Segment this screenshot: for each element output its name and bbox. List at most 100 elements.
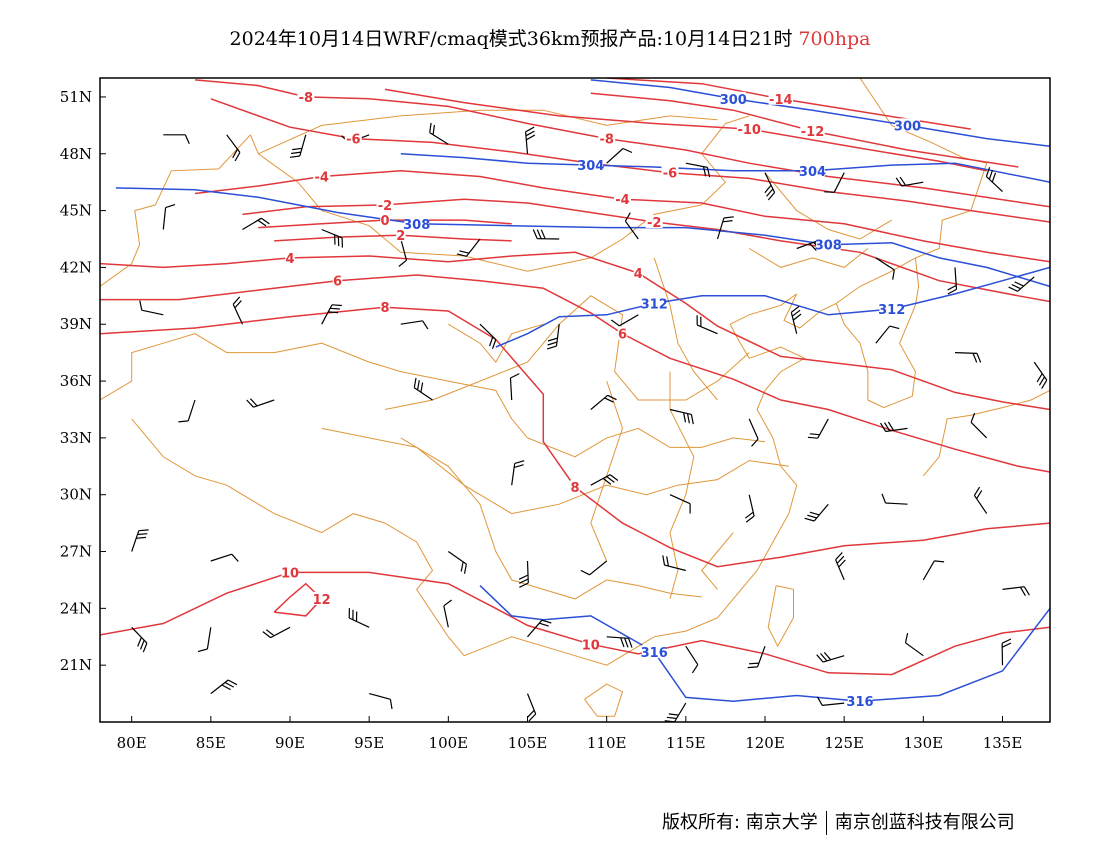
isotherm-label: 4: [634, 267, 643, 282]
isotherm-label-bg: [570, 480, 580, 494]
wind-barb: [527, 619, 552, 638]
wind-barb: [606, 636, 633, 648]
wind-barb: [973, 486, 988, 514]
isotherm-label-bg: [800, 124, 825, 137]
isotherm-label-bg: [332, 273, 343, 287]
isotherm-label: -14: [769, 93, 793, 108]
lat-tick-label: 45N: [60, 202, 92, 220]
height-label-bg: [578, 158, 604, 172]
isotherm--2: [242, 198, 1050, 303]
isotherm-8: [100, 306, 1050, 568]
isotherm-label: -8: [599, 133, 613, 148]
height-label-bg: [800, 163, 825, 177]
lon-tick-label: 120E: [745, 734, 785, 752]
isotherm--12: [590, 92, 1019, 168]
border-south-border: [131, 418, 576, 657]
isotherm-label-bg: [376, 197, 394, 211]
wind-barb: [443, 599, 453, 628]
height-contour-312: [495, 266, 1050, 348]
border-taiwan: [767, 585, 794, 648]
longitude-axis: 80E 85E 90E 95E 100E 105E 110E 115E 120E 125E 130E…: [117, 716, 1023, 752]
isotherm-label: 8: [380, 301, 389, 316]
isotherm-label-bg: [614, 192, 631, 206]
wind-barb: [922, 560, 945, 581]
isotherm-label: -6: [663, 167, 677, 182]
wind-barb: [525, 126, 536, 154]
border-japan: [922, 390, 1050, 477]
isotherm-label: -4: [314, 171, 328, 186]
border-province-8: [448, 323, 544, 363]
lon-tick-label: 90E: [275, 734, 305, 752]
isotherm-label-bg: [281, 565, 299, 579]
wind-barb: [669, 494, 691, 514]
wind-barb: [1033, 361, 1048, 389]
chart-title: 2024年10月14日WRF/cmaq模式36km预报产品:10月14日21时 7…: [0, 24, 1100, 51]
height-contour-316: [479, 585, 1050, 702]
lon-tick-label: 80E: [117, 734, 147, 752]
wind-barb: [747, 645, 766, 669]
lat-tick-label: 24N: [60, 599, 92, 617]
wind-barb: [904, 632, 924, 657]
wind-barb: [835, 552, 846, 581]
border-province-4: [669, 371, 695, 600]
border-yangtze: [321, 427, 789, 515]
footer-divider: [825, 811, 827, 835]
wind-barb: [881, 493, 908, 505]
wind-barb: [1008, 276, 1035, 292]
isotherm--10: [384, 88, 987, 172]
border-province-2: [527, 427, 766, 458]
lat-tick-label: 21N: [60, 656, 92, 674]
border-province-9: [748, 248, 869, 268]
wind-barb: [131, 529, 149, 552]
isotherm-label: -4: [615, 193, 629, 208]
wind-barb: [226, 134, 241, 162]
wind-barb: [232, 296, 244, 325]
isotherm-label: 2: [396, 229, 405, 244]
wind-barb: [804, 503, 829, 522]
isotherm-label-bg: [598, 131, 616, 145]
wind-barb: [163, 134, 190, 145]
height-label: 304: [799, 165, 826, 180]
lat-tick-label: 48N: [60, 145, 92, 163]
wind-barb: [970, 412, 988, 439]
wind-barb: [875, 325, 900, 344]
wind-barb: [532, 229, 560, 240]
wind-barb: [744, 494, 755, 523]
lon-tick-label: 135E: [983, 734, 1023, 752]
lon-tick-label: 110E: [587, 734, 627, 752]
copyright-owner: 版权所有: 南京大学: [662, 812, 818, 833]
wind-barb: [518, 560, 529, 588]
isotherm-label-bg: [645, 215, 663, 228]
wind-barb: [246, 398, 275, 408]
wind-barb: [1002, 586, 1030, 597]
wind-barb: [624, 212, 639, 240]
wind-barb: [242, 217, 270, 231]
wind-barb: [954, 352, 982, 363]
isotherm-4: [100, 251, 1050, 411]
isotherm-label-bg: [582, 637, 600, 651]
border-ne-border: [836, 78, 988, 304]
border-province-7: [764, 172, 892, 240]
height-label: 308: [815, 239, 842, 254]
wind-barb: [262, 626, 291, 639]
wind-barb: [413, 377, 433, 401]
wind-barb: [479, 323, 497, 350]
wind-barb: [875, 257, 895, 280]
isotherm-label: 0: [380, 214, 389, 229]
border-province-1: [400, 437, 702, 600]
isotherm-label: -2: [378, 199, 392, 214]
isotherm-label: -6: [346, 133, 360, 148]
wind-barb: [590, 394, 617, 410]
height-label-bg: [895, 118, 920, 132]
wind-barb: [580, 560, 608, 576]
lat-tick-label: 30N: [60, 486, 92, 504]
map-frame: [99, 77, 1051, 723]
isotherm-label: -8: [299, 91, 313, 106]
wind-barb: [716, 216, 734, 240]
isotherm--8: [194, 79, 1050, 208]
wind-barb: [400, 320, 429, 330]
copyright-footer: 版权所有: 南京大学 南京创蓝科技有限公司: [662, 808, 1015, 835]
isotherm-label: 10: [582, 638, 600, 653]
isotherm-label-bg: [736, 122, 762, 136]
